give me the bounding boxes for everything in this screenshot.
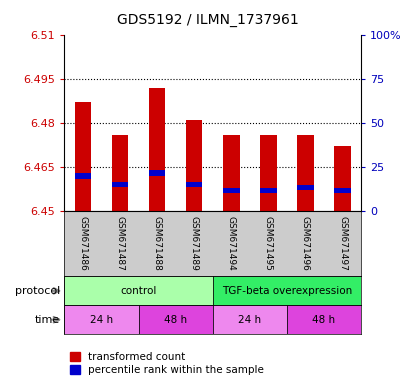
Legend: transformed count, percentile rank within the sample: transformed count, percentile rank withi… [70, 352, 264, 375]
Bar [260, 135, 277, 211]
Text: GSM671486: GSM671486 [78, 217, 88, 271]
Bar [213, 276, 361, 305]
Text: GDS5192 / ILMN_1737961: GDS5192 / ILMN_1737961 [117, 13, 298, 27]
Bar [260, 188, 277, 193]
Bar [334, 188, 351, 193]
Text: GSM671488: GSM671488 [153, 217, 161, 271]
Text: GSM671489: GSM671489 [190, 217, 199, 271]
Bar [75, 102, 91, 211]
Bar [223, 135, 239, 211]
Bar [139, 305, 213, 334]
Text: GSM671497: GSM671497 [338, 217, 347, 271]
Bar [334, 146, 351, 211]
Bar [149, 170, 166, 175]
Bar [297, 185, 314, 190]
Bar [223, 188, 239, 193]
Text: 48 h: 48 h [164, 314, 187, 325]
Text: TGF-beta overexpression: TGF-beta overexpression [222, 286, 352, 296]
Bar [297, 135, 314, 211]
Text: time: time [35, 314, 60, 325]
Text: 24 h: 24 h [90, 314, 113, 325]
Bar [75, 173, 91, 179]
Text: GSM671496: GSM671496 [301, 217, 310, 271]
Bar [112, 182, 128, 187]
Text: control: control [120, 286, 157, 296]
Text: protocol: protocol [15, 286, 60, 296]
Text: 48 h: 48 h [312, 314, 335, 325]
Bar [287, 305, 361, 334]
Bar [64, 276, 213, 305]
Text: GSM671487: GSM671487 [115, 217, 124, 271]
Bar [149, 88, 166, 211]
Text: GSM671494: GSM671494 [227, 217, 236, 271]
Text: GSM671495: GSM671495 [264, 217, 273, 271]
Bar [186, 182, 203, 187]
Bar [213, 305, 287, 334]
Bar [186, 120, 203, 211]
Bar [64, 305, 139, 334]
Text: 24 h: 24 h [238, 314, 261, 325]
Bar [112, 135, 128, 211]
